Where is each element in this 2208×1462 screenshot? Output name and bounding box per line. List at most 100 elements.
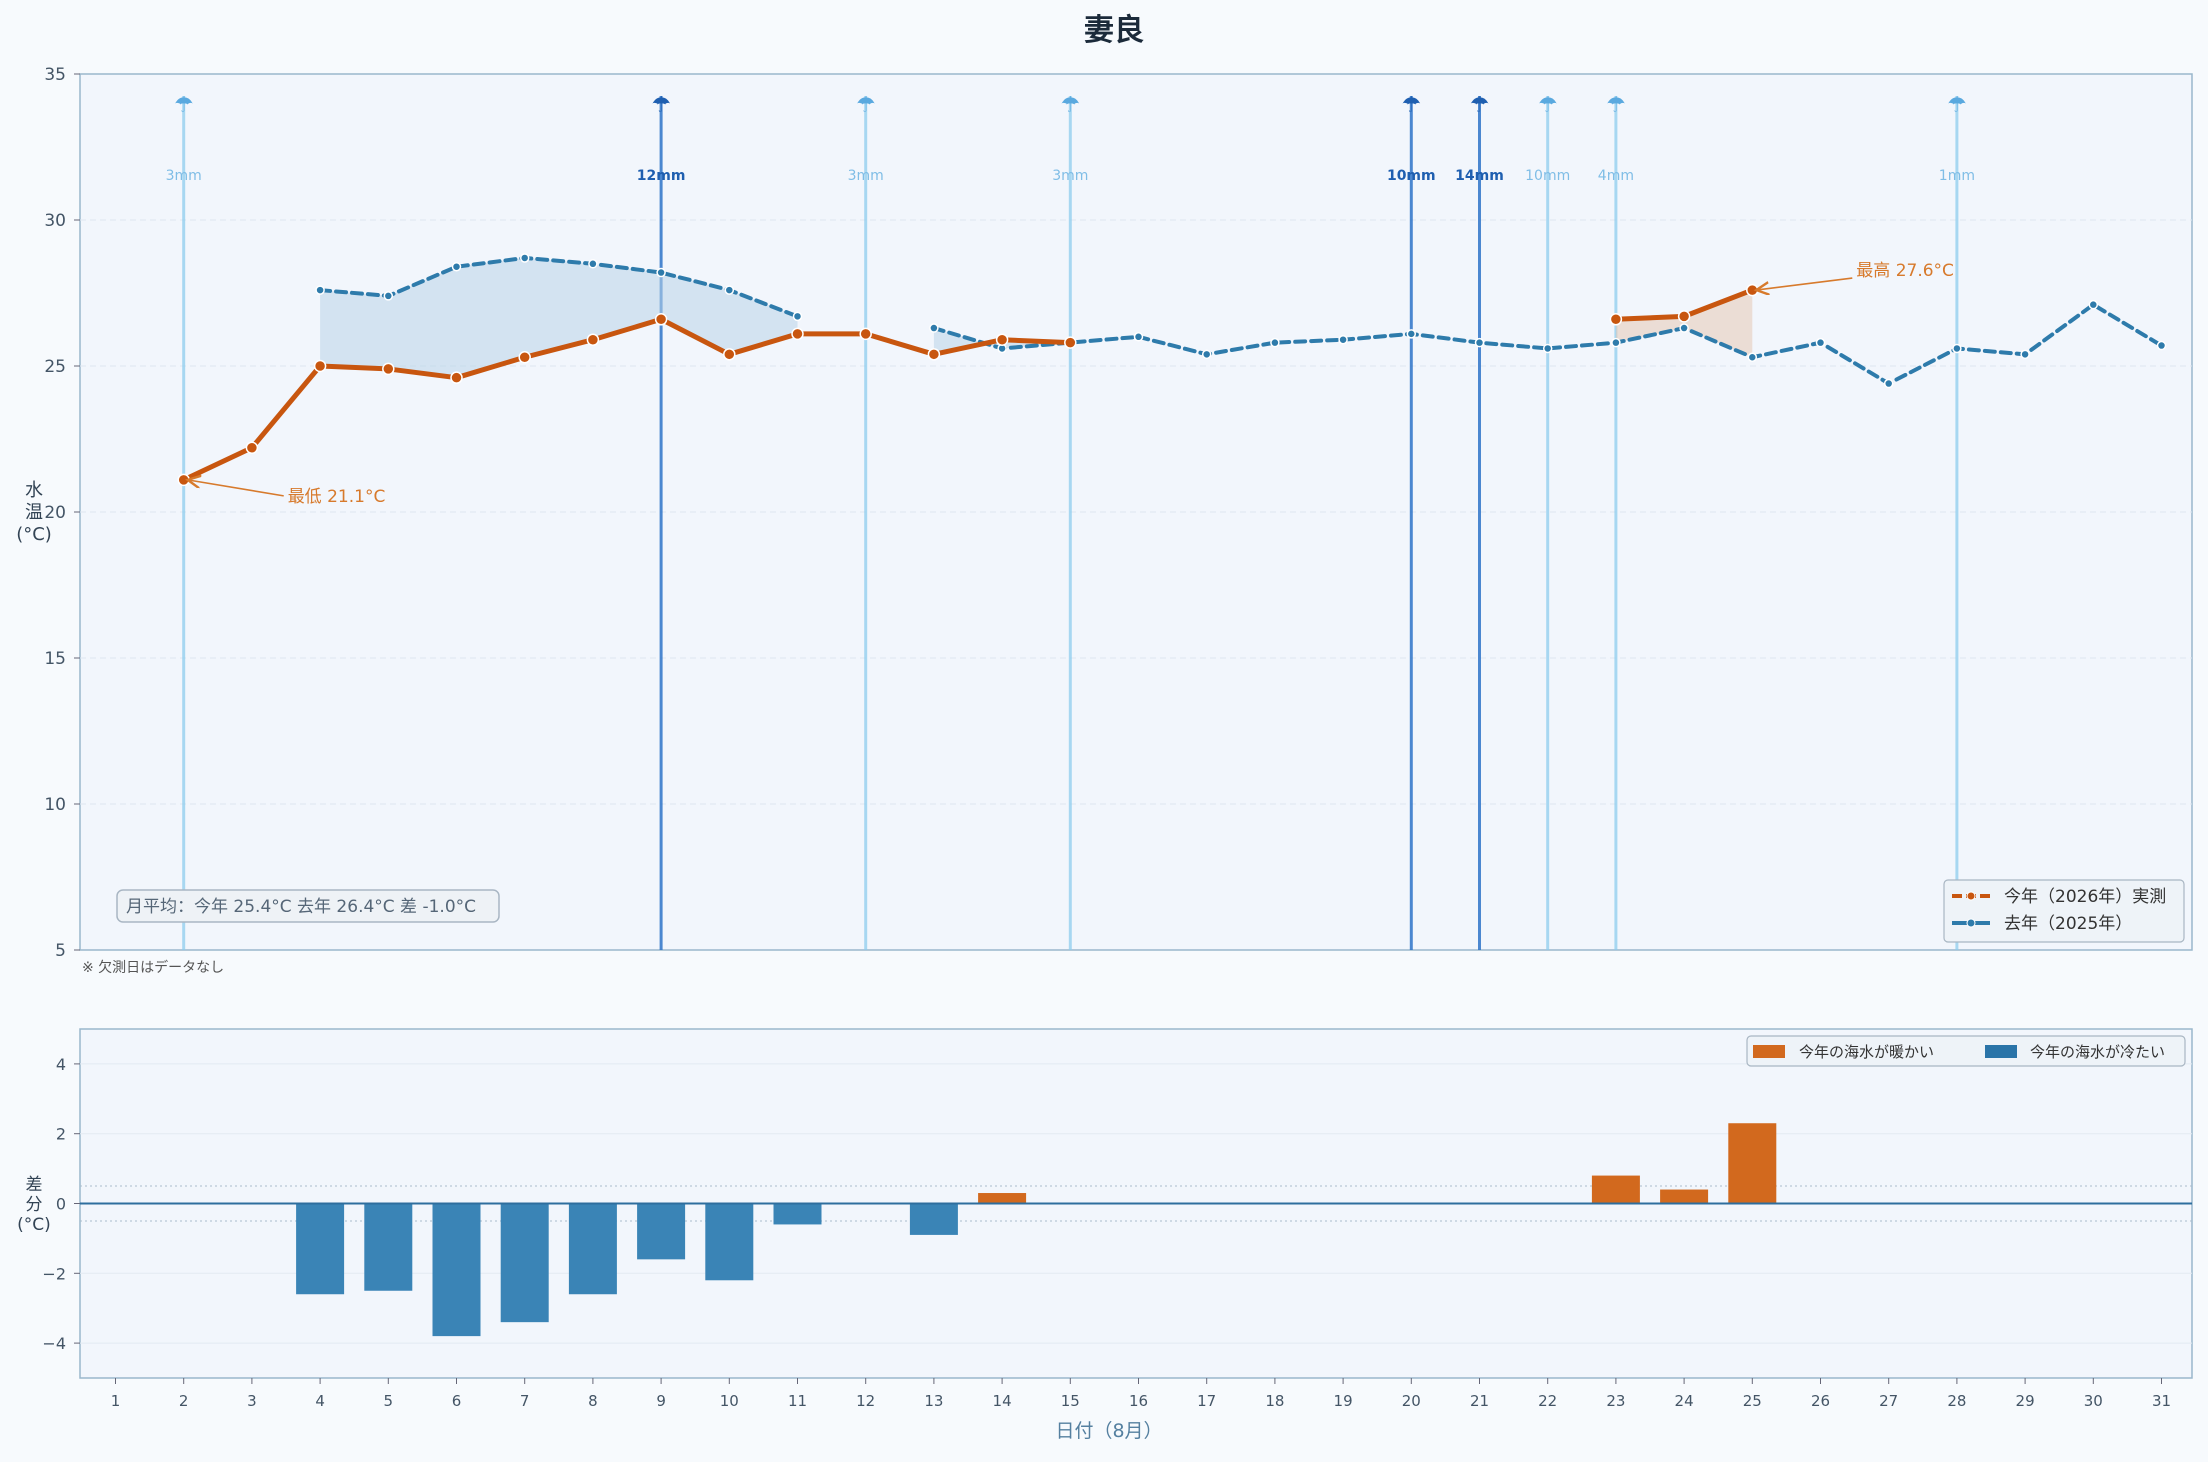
cold-difference-bar <box>773 1203 822 1225</box>
difference-bars <box>80 1123 2192 1337</box>
temperature-y-tick-label: 20 <box>44 503 66 523</box>
x-tick-label: 30 <box>2084 1392 2103 1410</box>
minimum-arrow <box>188 480 284 497</box>
this-year-point <box>518 350 531 364</box>
last-year-point <box>315 285 325 295</box>
x-tick-label: 14 <box>993 1392 1012 1410</box>
last-year-point <box>383 291 394 301</box>
minimum-annotation: 最低 21.1°C <box>288 487 386 507</box>
x-axis-label: 日付（8月） <box>1055 1420 1162 1442</box>
umbrella-icon: ☂ <box>1606 93 1626 118</box>
cold-difference-bar <box>909 1203 958 1235</box>
x-tick-label: 26 <box>1811 1392 1830 1410</box>
umbrella-icon: ☂ <box>1538 93 1558 118</box>
temperature-y-tick-label: 25 <box>44 357 66 377</box>
this-year-point <box>1746 283 1759 297</box>
x-tick-label: 13 <box>924 1392 943 1410</box>
this-year-point <box>859 327 872 341</box>
x-tick-label: 19 <box>1334 1392 1353 1410</box>
rain-amount-label: 10mm <box>1387 168 1436 184</box>
umbrella-icon: ☂ <box>1947 93 1967 118</box>
cold-difference-fill <box>320 257 798 378</box>
legend-marker-last-year <box>1966 918 1976 928</box>
last-year-point <box>1815 337 1826 348</box>
this-year-point <box>995 333 1009 346</box>
rain-amount-label: 1mm <box>1939 168 1975 184</box>
x-tick-label: 6 <box>452 1392 462 1410</box>
missing-data-note: ※ 欠測日はデータなし <box>82 959 224 976</box>
temperature-y-axis: 5 10 15 20 25 30 35 <box>44 65 80 961</box>
x-tick-label: 31 <box>2152 1392 2171 1410</box>
umbrella-icon: ☂ <box>651 93 671 118</box>
x-tick-label: 1 <box>111 1392 121 1410</box>
x-tick-label: 25 <box>1743 1392 1762 1410</box>
rain-amount-label: 3mm <box>166 168 202 184</box>
rain-amount-label: 10mm <box>1525 168 1570 184</box>
rain-amount-label: 3mm <box>848 168 884 184</box>
annotation-layer: 最低 21.1°C 最高 27.6°C <box>188 261 1954 507</box>
difference-ylabel-1: 差 <box>26 1175 43 1195</box>
last-year-point <box>929 323 939 333</box>
umbrella-icon: ☂ <box>1470 93 1490 118</box>
temperature-y-tick-label: 35 <box>44 65 66 85</box>
x-tick-label: 2 <box>179 1392 189 1410</box>
last-year-point <box>1542 343 1553 354</box>
x-tick-label: 15 <box>1061 1392 1080 1410</box>
x-tick-label: 10 <box>720 1392 739 1410</box>
temperature-y-tick-label: 10 <box>44 795 66 815</box>
this-year-point <box>1677 310 1691 323</box>
this-year-line <box>181 316 1073 483</box>
x-tick-label: 5 <box>384 1392 394 1410</box>
warm-difference-bar <box>1660 1189 1709 1204</box>
monthly-average-label: 月平均：今年 25.4°C 去年 26.4°C 差 -1.0°C <box>126 897 476 917</box>
difference-y-tick-label: 2 <box>56 1125 66 1144</box>
last-year-point <box>1133 332 1144 342</box>
monthly-average-box <box>116 889 500 923</box>
difference-y-tick-label: 0 <box>56 1195 66 1214</box>
legend-swatch-warm <box>1753 1045 1785 1058</box>
rain-amount-label: 3mm <box>1052 168 1088 184</box>
this-year-point <box>1064 336 1077 349</box>
legend-label-this-year: 今年（2026年）実測 <box>2004 887 2166 907</box>
chart-title: 妻良 <box>1084 13 1144 48</box>
temperature-gridlines <box>80 219 2192 805</box>
rain-layer: ☂ 3mm ☂ 12mm ☂ 3mm ☂ 3mm ☂ 10mm ☂ 14mm ☂ 10mm ☂ 4mm ☂ 1mm <box>166 93 1975 950</box>
this-year-point <box>382 362 395 376</box>
last-year-point <box>792 311 803 322</box>
x-tick-label: 23 <box>1606 1392 1625 1410</box>
temperature-y-tick-label: 15 <box>44 649 66 669</box>
difference-y-tick-label: −4 <box>42 1334 66 1353</box>
legend-label-last-year: 去年（2025年） <box>2004 914 2132 934</box>
this-year-point <box>245 441 259 455</box>
difference-y-axis: −4 −2 0 2 4 <box>42 1055 80 1353</box>
temperature-y-tick-label: 30 <box>44 211 66 231</box>
x-tick-label: 16 <box>1129 1392 1148 1410</box>
legend-swatch-cold <box>1985 1045 2017 1058</box>
last-year-point <box>1406 329 1417 339</box>
last-year-point <box>724 285 735 295</box>
last-year-point <box>656 267 666 278</box>
x-tick-label: 20 <box>1402 1392 1421 1410</box>
last-year-point <box>1952 343 1962 354</box>
x-tick-label: 24 <box>1675 1392 1694 1410</box>
this-year-point <box>177 473 190 487</box>
this-year-point <box>313 359 327 373</box>
legend-label-cold: 今年の海水が冷たい <box>2030 1043 2165 1061</box>
last-year-point <box>1611 337 1621 348</box>
difference-y-tick-label: 4 <box>56 1055 66 1074</box>
legend-marker-this-year <box>1966 891 1976 901</box>
last-year-point <box>2020 349 2030 360</box>
x-tick-label: 29 <box>2016 1392 2035 1410</box>
x-tick-label: 22 <box>1538 1392 1557 1410</box>
cold-difference-bar <box>296 1203 345 1295</box>
this-year-point <box>1609 313 1623 326</box>
x-tick-label: 17 <box>1197 1392 1216 1410</box>
this-year-point <box>927 348 941 361</box>
cold-difference-bar <box>705 1203 754 1281</box>
difference-legend <box>1746 1035 2186 1067</box>
umbrella-icon: ☂ <box>174 93 194 118</box>
last-year-point <box>588 259 598 269</box>
last-year-point <box>1474 337 1485 348</box>
